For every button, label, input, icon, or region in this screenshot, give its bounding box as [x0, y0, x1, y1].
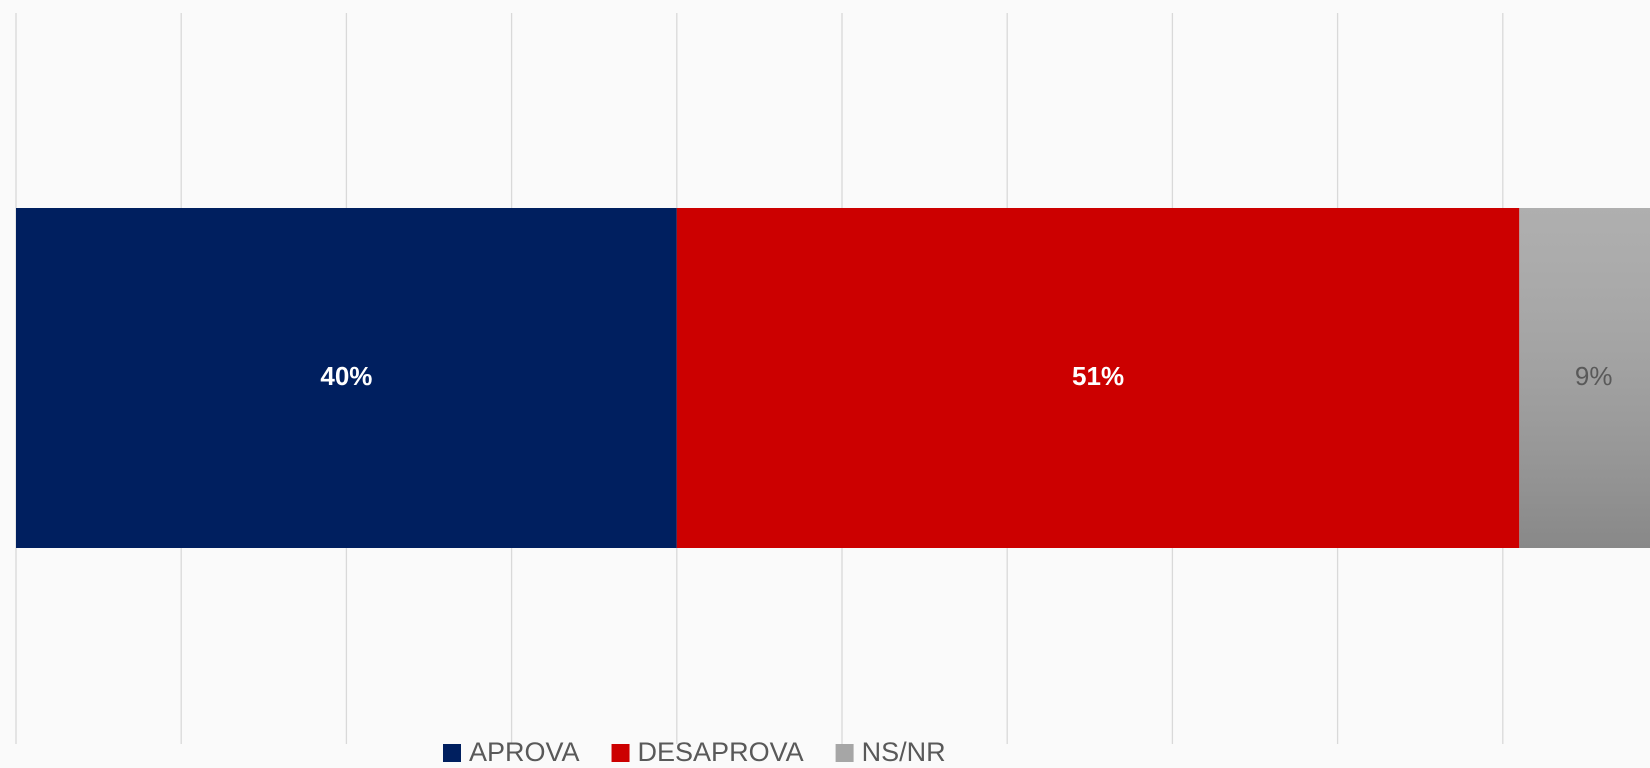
- bar-segment: [16, 208, 677, 548]
- data-label: 9%: [1575, 361, 1613, 391]
- data-label: 40%: [320, 361, 372, 391]
- legend-swatch: [443, 744, 461, 762]
- legend-swatch: [835, 744, 854, 762]
- legend-label: APROVA: [469, 737, 580, 767]
- bar-segment: [676, 208, 1520, 548]
- data-label: 51%: [1072, 361, 1124, 391]
- legend-label: NS/NR: [862, 737, 946, 767]
- legend-swatch: [611, 744, 630, 762]
- legend-label: DESAPROVA: [638, 737, 804, 767]
- bar-shade: [1519, 208, 1650, 548]
